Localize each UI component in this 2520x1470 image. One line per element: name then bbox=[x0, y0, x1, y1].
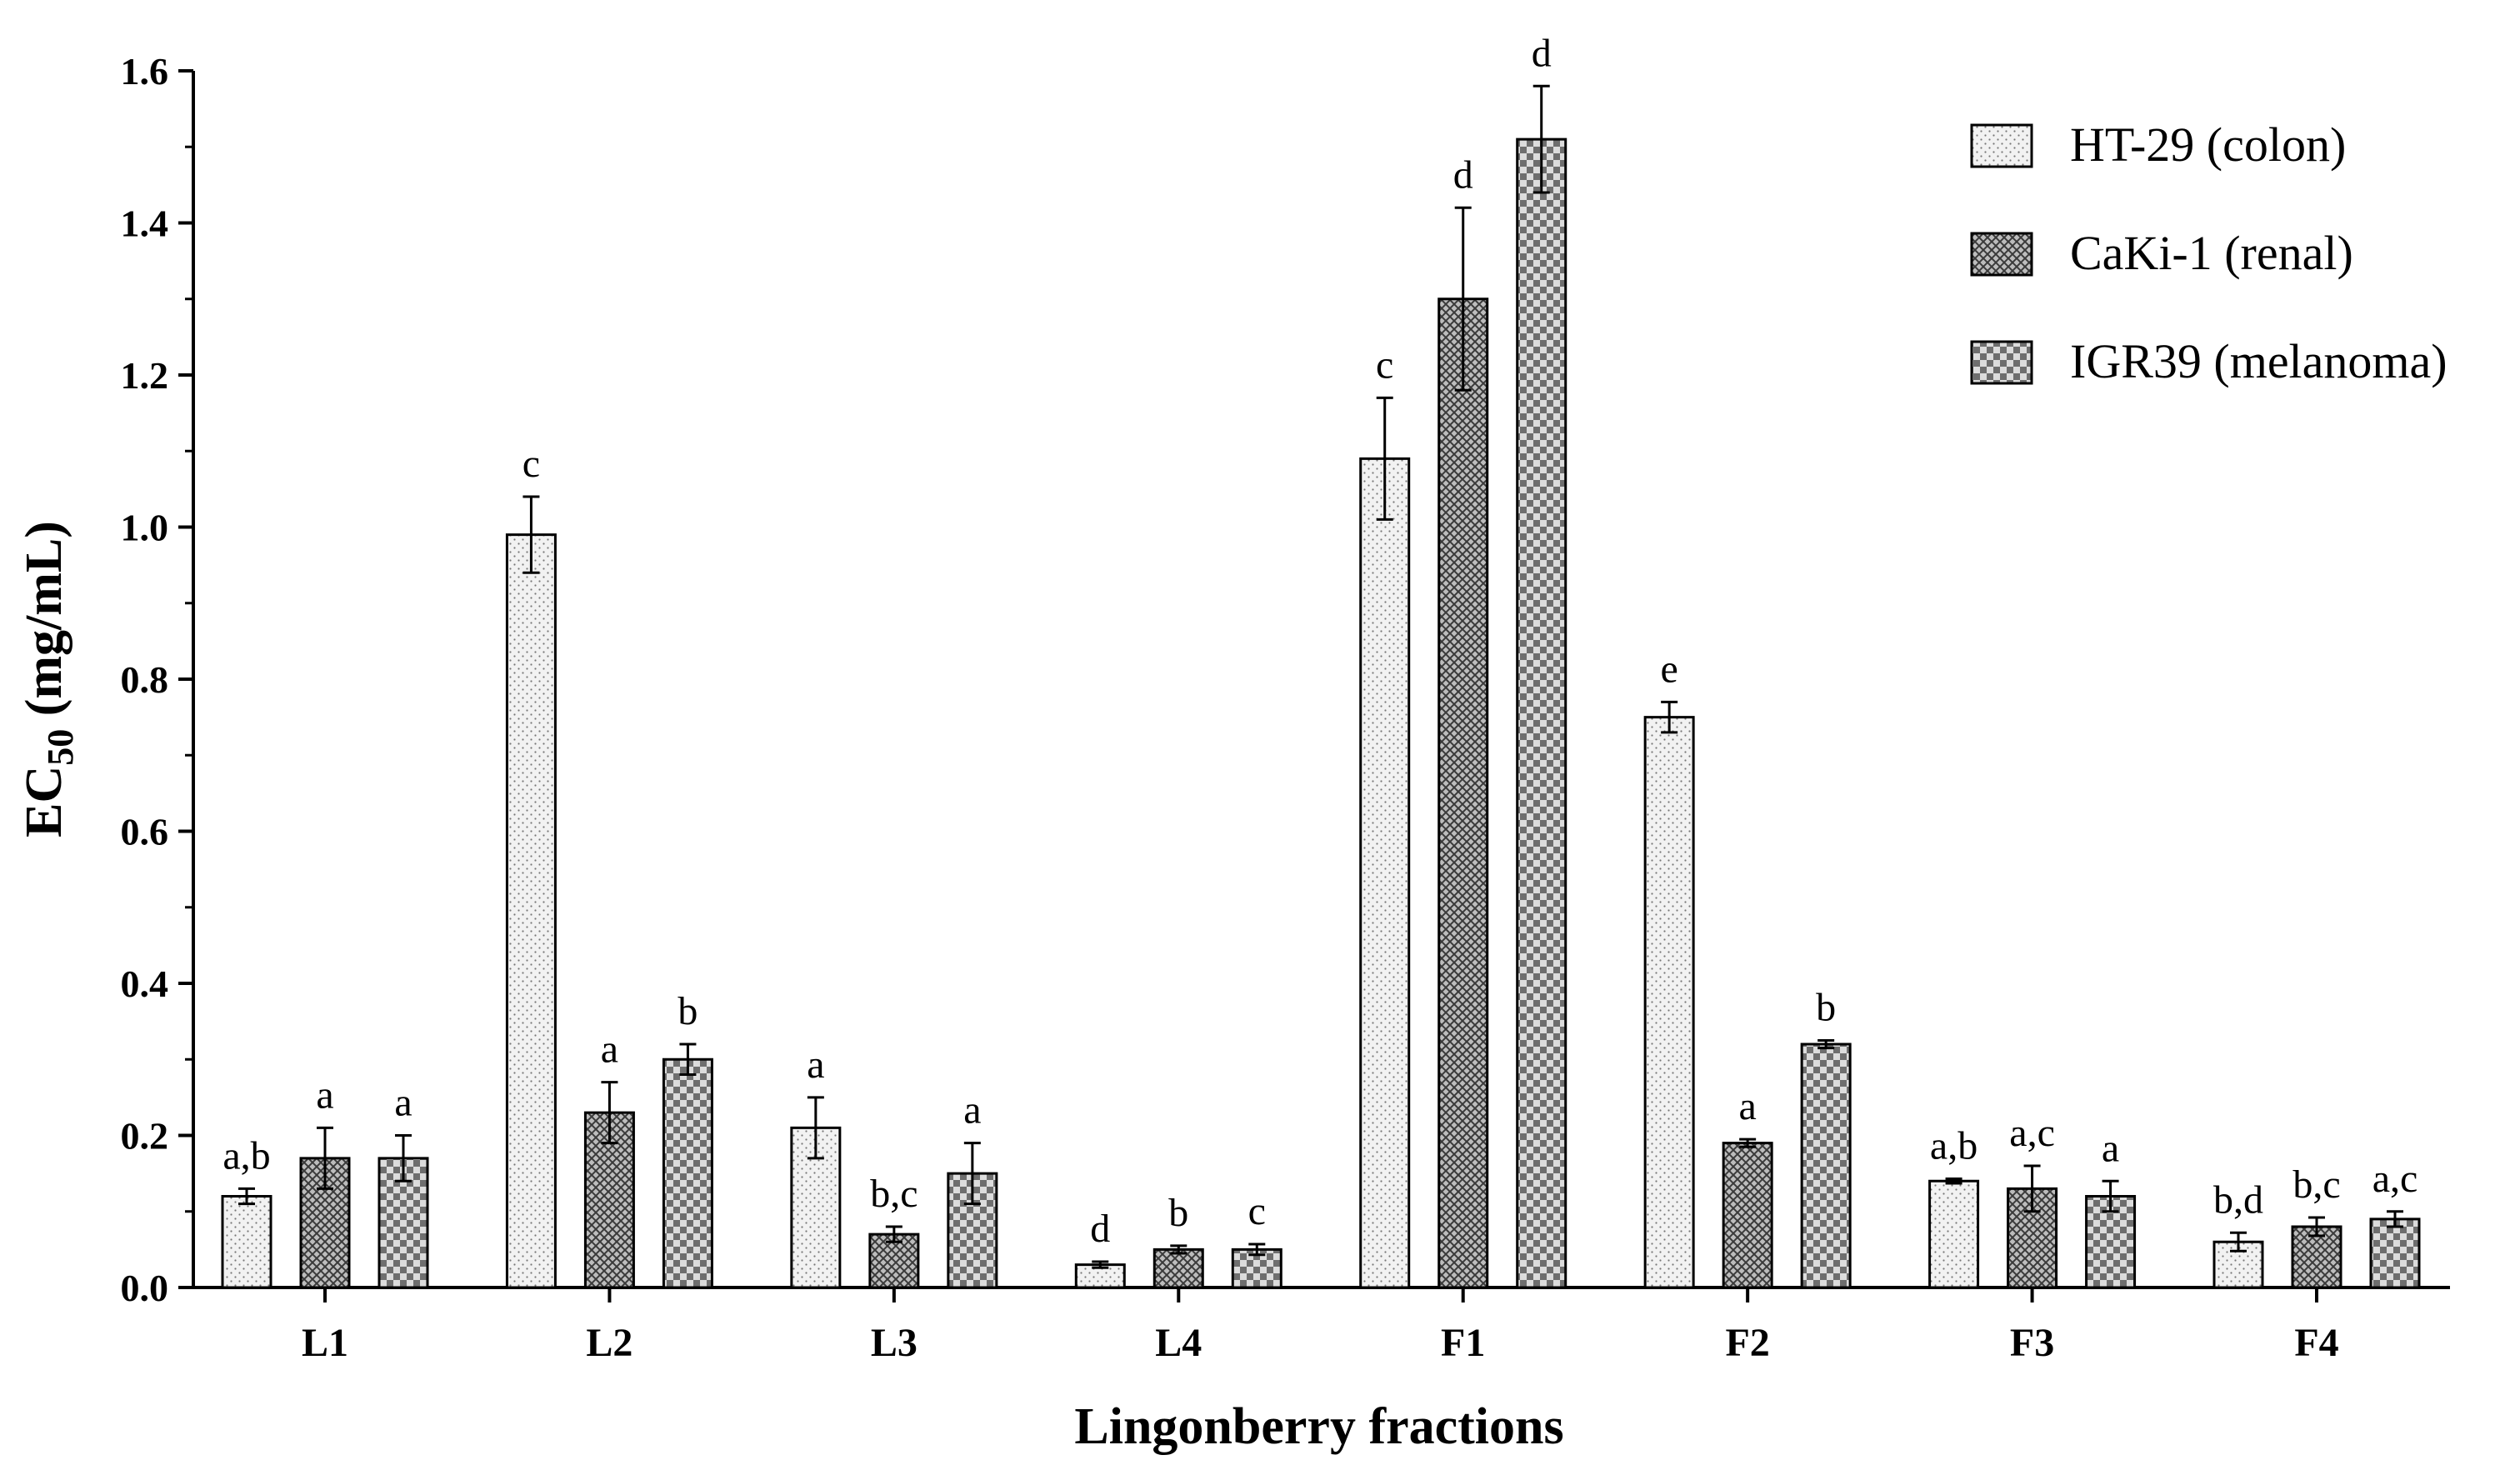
error-bar bbox=[522, 495, 540, 574]
significance-label: d bbox=[1532, 31, 1552, 75]
significance-label: a bbox=[316, 1072, 333, 1117]
y-tick-label: 1.0 bbox=[121, 507, 169, 549]
error-bar bbox=[1454, 206, 1472, 392]
error-bar bbox=[1532, 84, 1550, 194]
error-bar bbox=[395, 1134, 412, 1182]
error-bar bbox=[2308, 1216, 2325, 1238]
y-axis-title-main: EC bbox=[16, 766, 72, 838]
legend-item: IGR39 (melanoma) bbox=[1970, 334, 2448, 388]
x-tick-label: F4 bbox=[2294, 1321, 2338, 1365]
significance-label: b,c bbox=[2292, 1162, 2340, 1207]
legend: HT-29 (colon) CaKi-1 (renal) IGR39 (melano… bbox=[1970, 118, 2448, 388]
error-bar bbox=[679, 1042, 697, 1076]
significance-label: b,c bbox=[870, 1172, 918, 1216]
y-tick-label: 0.6 bbox=[121, 811, 169, 853]
legend-label: CaKi-1 (renal) bbox=[2070, 226, 2353, 280]
error-bar bbox=[1945, 1178, 1962, 1185]
significance-label: a bbox=[601, 1028, 618, 1072]
significance-label: a,b bbox=[1930, 1124, 1978, 1168]
x-tick-label: F3 bbox=[2010, 1321, 2054, 1365]
error-bar bbox=[1376, 396, 1393, 521]
legend-swatch bbox=[1970, 340, 2033, 385]
legend-label: HT-29 (colon) bbox=[2070, 118, 2346, 172]
significance-label: a,c bbox=[2372, 1157, 2418, 1201]
bar bbox=[1152, 1248, 1204, 1289]
x-tick-label: L1 bbox=[302, 1321, 348, 1365]
significance-label: a bbox=[1738, 1084, 1756, 1128]
y-tick-label: 1.6 bbox=[121, 50, 169, 92]
y-axis: 0.0 0.2 0.4 0.6 0.8 1.0 1.2 1.4 1.6 bbox=[121, 50, 195, 1309]
significance-label: d bbox=[1090, 1207, 1110, 1251]
error-bar bbox=[601, 1081, 618, 1145]
error-bar bbox=[2023, 1164, 2041, 1213]
y-tick-label: 1.4 bbox=[121, 202, 169, 245]
significance-label: b bbox=[1816, 985, 1836, 1029]
significance-label: a,b bbox=[222, 1133, 270, 1178]
error-bar bbox=[1739, 1138, 1757, 1148]
y-tick-label: 0.8 bbox=[121, 658, 169, 701]
y-axis-title-unit: (mg/mL) bbox=[16, 521, 72, 729]
x-tick-label: L3 bbox=[871, 1321, 918, 1365]
error-bar bbox=[2387, 1210, 2403, 1228]
significance-label: d bbox=[1453, 152, 1473, 197]
legend-item: HT-29 (colon) bbox=[1970, 118, 2346, 172]
bar bbox=[2291, 1225, 2342, 1289]
bar bbox=[1722, 1142, 1773, 1289]
bar bbox=[662, 1058, 713, 1289]
error-bar bbox=[317, 1126, 333, 1190]
error-bar bbox=[1248, 1242, 1266, 1257]
legend-swatch bbox=[1970, 232, 2033, 277]
bar bbox=[1438, 298, 1489, 1289]
significance-label: b bbox=[678, 989, 698, 1033]
bar bbox=[1800, 1042, 1852, 1289]
significance-label: c bbox=[522, 442, 540, 486]
y-axis-title: EC50 (mg/mL) bbox=[16, 521, 81, 838]
error-bar bbox=[1170, 1244, 1188, 1255]
bar bbox=[221, 1195, 272, 1289]
legend-item: CaKi-1 (renal) bbox=[1970, 226, 2353, 280]
bar bbox=[868, 1232, 920, 1289]
significance-label: a bbox=[963, 1088, 981, 1132]
error-bar bbox=[2102, 1179, 2119, 1213]
y-tick-label: 0.4 bbox=[121, 962, 169, 1005]
bar bbox=[1643, 716, 1695, 1289]
x-tick-label: L2 bbox=[586, 1321, 632, 1365]
bar bbox=[2369, 1218, 2421, 1289]
bar bbox=[505, 533, 557, 1289]
significance-label: b,d bbox=[2213, 1178, 2263, 1222]
error-bar bbox=[1092, 1260, 1109, 1269]
bar bbox=[1516, 138, 1568, 1289]
error-bar bbox=[885, 1225, 902, 1243]
x-axis-title: Lingonberry fractions bbox=[1074, 1398, 1563, 1455]
significance-label: a bbox=[807, 1042, 824, 1087]
significance-label: c bbox=[1376, 342, 1393, 387]
y-tick-label: 1.2 bbox=[121, 354, 169, 397]
error-bar bbox=[2230, 1231, 2247, 1252]
y-tick-label: 0.0 bbox=[121, 1267, 169, 1309]
error-bar bbox=[807, 1096, 824, 1160]
error-bar bbox=[1818, 1038, 1835, 1050]
x-tick-label: L4 bbox=[1155, 1321, 1202, 1365]
error-bar bbox=[238, 1187, 255, 1206]
error-bar bbox=[963, 1142, 981, 1206]
significance-label: b bbox=[1168, 1191, 1188, 1235]
error-bar bbox=[1661, 700, 1678, 734]
legend-swatch bbox=[1970, 123, 2033, 168]
x-tick-label: F2 bbox=[1725, 1321, 1769, 1365]
significance-label: a,c bbox=[2009, 1111, 2055, 1155]
significance-label: c bbox=[1248, 1189, 1266, 1233]
significance-label: a bbox=[2102, 1126, 2119, 1170]
bar bbox=[1928, 1179, 1980, 1289]
significance-label: a bbox=[394, 1081, 412, 1125]
x-tick-label: F1 bbox=[1441, 1321, 1485, 1365]
y-axis-title-subscript: 50 bbox=[40, 729, 81, 766]
y-tick-label: 0.2 bbox=[121, 1115, 169, 1158]
significance-label: e bbox=[1660, 647, 1678, 691]
x-axis: L1 L2 L3 L4 F1 F2 F3 F4 bbox=[193, 1286, 2450, 1365]
legend-label: IGR39 (melanoma) bbox=[2070, 334, 2448, 388]
bar bbox=[1359, 457, 1411, 1289]
